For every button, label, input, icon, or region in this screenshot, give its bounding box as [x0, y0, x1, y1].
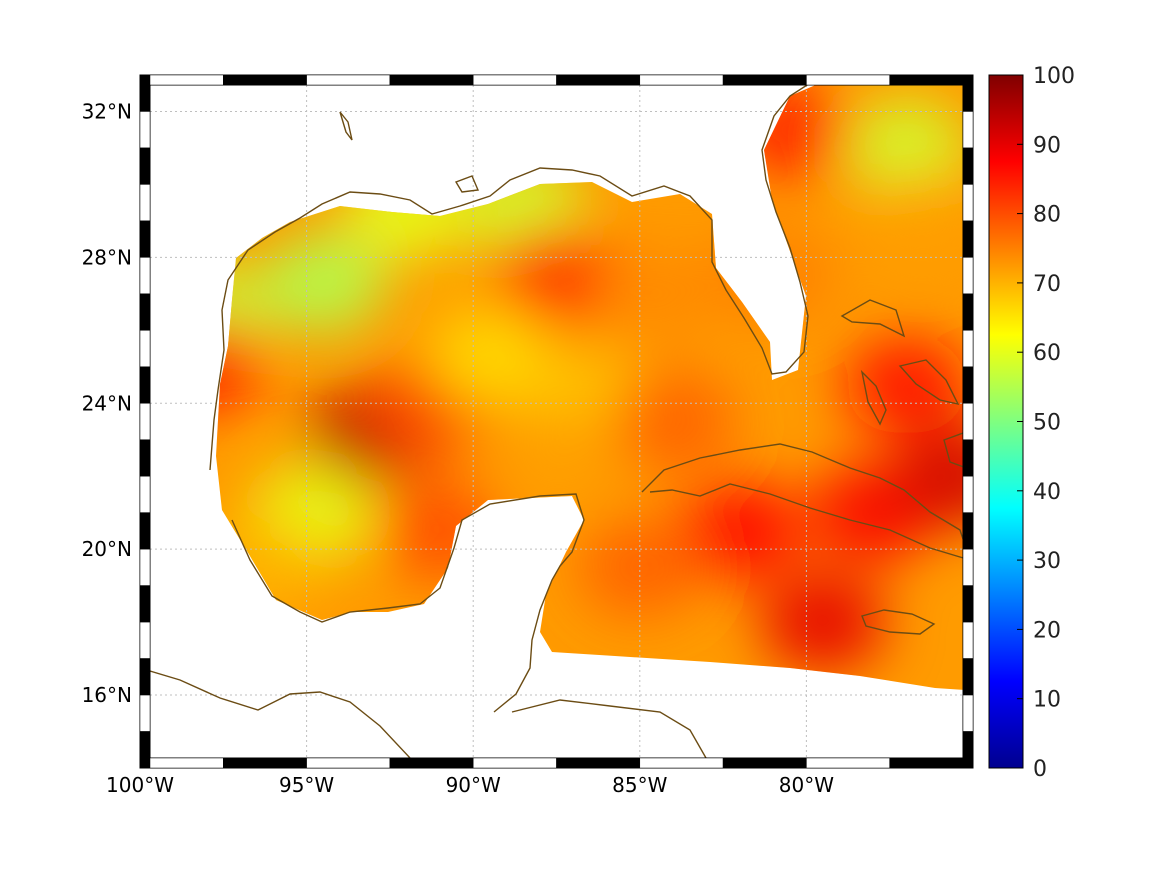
- colorbar-tick-label: 60: [1033, 341, 1061, 366]
- lon-tick-label: 90°W: [446, 773, 501, 797]
- field-blob: [894, 426, 965, 527]
- colorbar-tick-label: 10: [1033, 688, 1061, 713]
- coastline-honduras: [511, 699, 707, 759]
- colorbar-tick-label: 50: [1033, 411, 1061, 436]
- colorbar-tick-label: 80: [1033, 203, 1061, 228]
- colorbar-tick-label: 100: [1033, 64, 1075, 89]
- map-frame: [139, 74, 974, 769]
- lat-tick-label: 16°N: [82, 683, 132, 707]
- field-blob: [261, 232, 386, 333]
- field-blob: [594, 243, 719, 344]
- coastline-bahamas-2: [860, 369, 887, 426]
- latitude-labels: 16°N 20°N 24°N 28°N 32°N: [82, 99, 132, 707]
- field-blob: [761, 572, 886, 673]
- field-blob: [427, 305, 552, 406]
- coastline-island-small: [339, 111, 353, 141]
- colorbar-tick-label: 40: [1033, 480, 1061, 505]
- field-blob: [611, 371, 736, 472]
- lat-tick-label: 24°N: [82, 391, 132, 415]
- coastline-lake: [454, 175, 480, 193]
- colorbar-ticks: 0 10 20 30 40 50 60 70 80 90 100: [1017, 64, 1075, 782]
- field-blob: [494, 225, 619, 326]
- coastline-bahamas-1: [840, 299, 906, 338]
- coastline-gulf-north: [209, 77, 819, 471]
- field-blob: [677, 480, 802, 581]
- colorbar-tick-label: 70: [1033, 272, 1061, 297]
- lon-tick-label: 85°W: [612, 773, 667, 797]
- colorbar-tick-label: 0: [1033, 757, 1047, 782]
- field-blob: [861, 170, 965, 271]
- coastline-bahamas-3: [898, 359, 960, 406]
- colorbar-tick-label: 20: [1033, 618, 1061, 643]
- longitude-labels: 100°W 95°W 90°W 85°W 80°W: [106, 773, 834, 797]
- field-blob: [577, 517, 702, 618]
- coastline-cuba: [641, 443, 972, 562]
- lon-tick-label: 95°W: [279, 773, 334, 797]
- coastline-jamaica: [861, 609, 936, 635]
- field-blob: [216, 316, 262, 417]
- gridlines: [140, 75, 973, 768]
- colorbar-tick-label: 90: [1033, 133, 1061, 158]
- field-blob: [494, 407, 619, 508]
- lat-tick-label: 20°N: [82, 537, 132, 561]
- lat-tick-label: 28°N: [82, 245, 132, 269]
- lon-tick-label: 80°W: [779, 773, 834, 797]
- coastlines: [140, 77, 973, 768]
- field-blob: [844, 335, 965, 436]
- lon-tick-label: 100°W: [106, 773, 174, 797]
- colorbar-tick-label: 30: [1033, 549, 1061, 574]
- coastline-central-america: [140, 667, 427, 768]
- coastline-yucatan: [231, 493, 585, 713]
- lat-tick-label: 32°N: [82, 99, 132, 123]
